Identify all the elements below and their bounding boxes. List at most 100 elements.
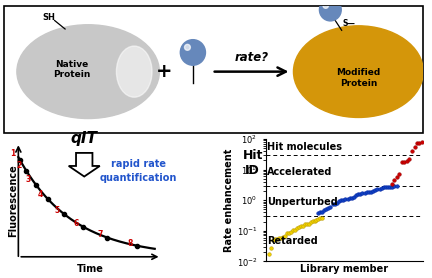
Point: [403, 159, 410, 164]
Point: [376, 186, 383, 191]
Point: [301, 222, 308, 226]
Point: [413, 141, 420, 145]
Point: [398, 160, 405, 164]
Text: 3: 3: [26, 175, 31, 184]
Point: [309, 219, 316, 224]
Point: [287, 230, 294, 234]
Point: [350, 194, 357, 199]
Point: [348, 195, 355, 200]
Point: [334, 201, 340, 205]
Point: [269, 238, 276, 243]
Point: [325, 206, 332, 210]
Text: Retarded: Retarded: [267, 236, 318, 246]
FancyArrow shape: [283, 163, 322, 179]
Point: [275, 235, 282, 240]
Point: [307, 220, 314, 224]
Circle shape: [319, 0, 341, 21]
Point: [401, 159, 408, 164]
Text: Hit molecules: Hit molecules: [267, 142, 342, 152]
Text: Fluorescence: Fluorescence: [8, 164, 18, 237]
Point: [416, 140, 423, 145]
Point: [391, 184, 398, 189]
Text: SH: SH: [42, 13, 55, 22]
FancyArrow shape: [69, 153, 100, 177]
Point: [346, 196, 353, 201]
Text: Time: Time: [76, 264, 103, 274]
Y-axis label: Rate enhancement: Rate enhancement: [224, 148, 234, 252]
Point: [344, 197, 351, 201]
Circle shape: [323, 3, 328, 8]
Point: [289, 228, 296, 232]
Text: Native
Protein: Native Protein: [53, 60, 90, 79]
Point: [281, 234, 288, 238]
Point: [393, 175, 400, 179]
Point: [293, 226, 300, 230]
Text: rate?: rate?: [235, 51, 269, 64]
Point: [277, 235, 284, 240]
Point: [336, 198, 343, 203]
Point: [406, 157, 413, 162]
Point: [273, 237, 280, 242]
Point: [368, 190, 375, 194]
Point: [311, 219, 318, 223]
Point: [297, 224, 304, 228]
Point: [313, 218, 320, 222]
Point: [265, 252, 272, 256]
Point: [374, 187, 381, 191]
Point: [361, 191, 368, 195]
Text: 8: 8: [127, 239, 133, 247]
Ellipse shape: [116, 46, 152, 97]
Point: [338, 198, 345, 202]
Point: [314, 211, 321, 215]
Text: Modified
Protein: Modified Protein: [336, 68, 381, 88]
Point: [331, 201, 338, 206]
Point: [378, 186, 385, 190]
Point: [355, 192, 362, 196]
Point: [389, 184, 396, 189]
Point: [359, 191, 366, 195]
Point: [327, 205, 334, 209]
Point: [418, 140, 425, 145]
Point: [340, 198, 347, 202]
Point: [299, 223, 306, 228]
Text: rapid rate
quantification: rapid rate quantification: [99, 159, 177, 183]
Point: [396, 172, 403, 177]
Point: [342, 197, 349, 201]
Point: [305, 222, 312, 226]
Point: [303, 222, 310, 226]
Text: 2: 2: [16, 161, 22, 170]
Text: Hit
ID: Hit ID: [242, 150, 263, 177]
Point: [295, 225, 302, 230]
Point: [409, 148, 416, 153]
Point: [283, 230, 290, 235]
Text: 5: 5: [54, 206, 60, 215]
Point: [315, 217, 322, 222]
Point: [357, 191, 364, 196]
Point: [387, 185, 394, 189]
X-axis label: Library member: Library member: [301, 264, 388, 274]
Point: [285, 230, 292, 235]
Point: [319, 216, 326, 220]
Point: [317, 216, 324, 220]
Point: [321, 208, 327, 213]
Ellipse shape: [293, 26, 423, 117]
Point: [382, 185, 389, 189]
Text: Accelerated: Accelerated: [267, 167, 333, 177]
Point: [370, 188, 377, 193]
Point: [271, 237, 278, 242]
Point: [318, 210, 325, 214]
Text: 7: 7: [97, 230, 103, 239]
Ellipse shape: [17, 25, 159, 118]
Point: [279, 235, 286, 239]
Point: [323, 207, 330, 211]
Point: [388, 182, 395, 187]
Point: [380, 185, 387, 190]
Point: [384, 185, 391, 189]
Point: [353, 193, 359, 198]
Point: [363, 190, 370, 194]
Point: [365, 190, 372, 194]
Circle shape: [184, 44, 191, 50]
Point: [372, 188, 379, 193]
Point: [393, 184, 400, 188]
Text: +: +: [156, 62, 173, 81]
